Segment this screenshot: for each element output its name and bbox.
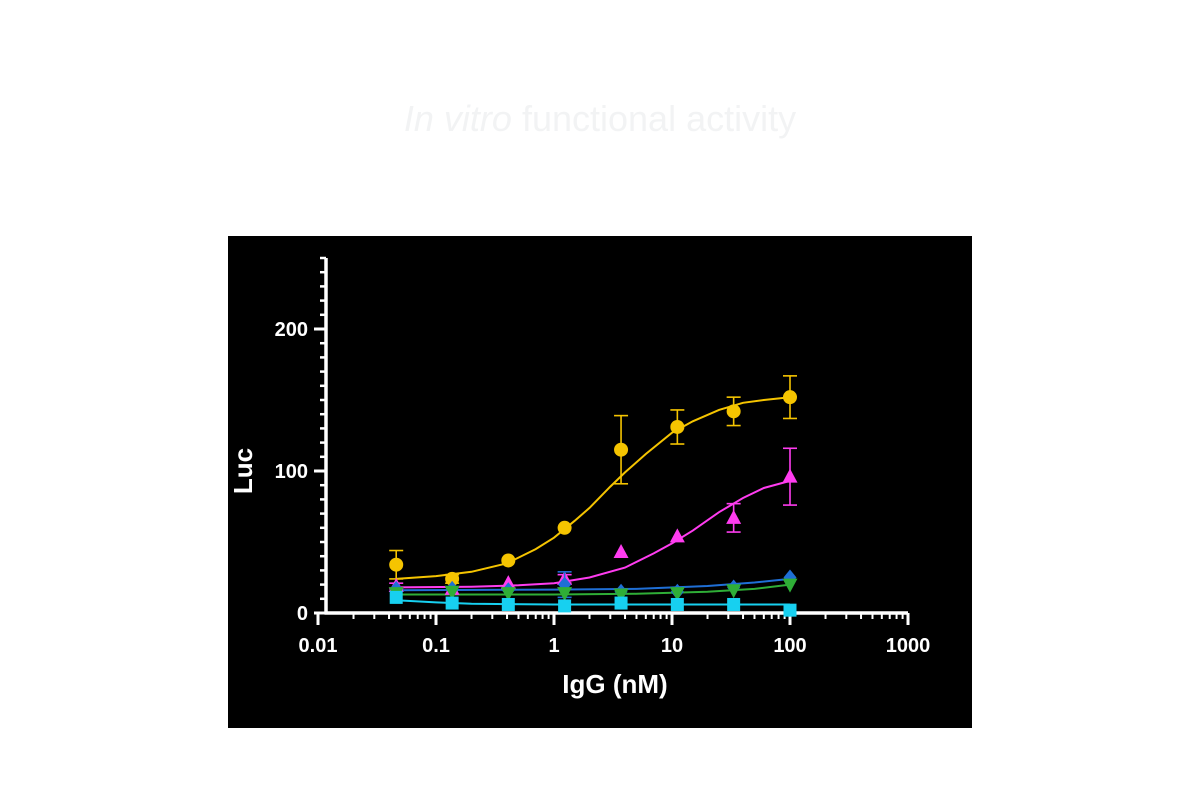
series-1-point — [614, 442, 629, 457]
series-5-point — [558, 599, 572, 613]
axes: 0 100 200 0.01 0.1 1 10 100 1000 — [275, 256, 931, 657]
x-tick-label: 10 — [661, 635, 683, 657]
series-1-point — [501, 553, 516, 568]
series-2-point — [782, 468, 798, 483]
series-4-point — [726, 584, 742, 599]
series-4-point — [444, 585, 460, 600]
page-title-rest: functional activity — [511, 98, 797, 139]
series-1-point — [445, 571, 460, 586]
series-1-point — [389, 557, 404, 572]
page-title: In vitro functional activity — [0, 98, 1200, 140]
series-1-point — [557, 520, 572, 535]
y-tick-label: 100 — [275, 461, 308, 483]
series-1-point — [726, 404, 741, 419]
series-1-point — [670, 419, 685, 434]
series-1-point — [783, 390, 797, 405]
page-title-italic: In vitro — [403, 98, 512, 139]
x-tick-label: 0.01 — [299, 635, 338, 657]
series-2-point — [726, 509, 742, 524]
series-2-point — [669, 528, 685, 543]
fit-curve-2 — [396, 479, 791, 589]
series-5-point — [389, 590, 403, 604]
series-4-point — [557, 587, 573, 602]
series-2-point — [613, 543, 629, 558]
series-4-point — [500, 587, 516, 602]
series-4-point — [782, 578, 798, 593]
x-tick-label: 100 — [773, 635, 806, 657]
chart-panel: 0 100 200 0.01 0.1 1 10 100 1000 IgG (nM) Luc — [228, 236, 972, 728]
x-ticks: 0.01 0.1 1 10 100 1000 — [299, 613, 931, 657]
series-5-point — [670, 597, 684, 611]
series-2-point — [500, 575, 516, 590]
x-tick-label: 1000 — [886, 635, 931, 657]
fit-curves — [396, 396, 791, 606]
series-5-point — [727, 597, 741, 611]
data-points — [388, 375, 798, 617]
series-5-point — [445, 596, 459, 610]
series-4-point — [613, 588, 629, 603]
x-tick-label: 0.1 — [422, 635, 450, 657]
series-5-point — [501, 597, 515, 611]
y-ticks: 0 100 200 — [275, 256, 326, 625]
fit-curve-1 — [396, 396, 791, 580]
y-tick-label: 0 — [297, 603, 308, 625]
series-4-point — [669, 587, 685, 602]
x-tick-label: 1 — [548, 635, 559, 657]
y-tick-label: 200 — [275, 319, 308, 341]
y-axis-label: Luc — [228, 448, 258, 494]
series-5-point — [614, 596, 628, 610]
dose-response-chart: 0 100 200 0.01 0.1 1 10 100 1000 IgG (nM) Luc — [228, 256, 931, 699]
series-5-point — [783, 603, 797, 617]
x-axis-label: IgG (nM) — [562, 669, 667, 699]
